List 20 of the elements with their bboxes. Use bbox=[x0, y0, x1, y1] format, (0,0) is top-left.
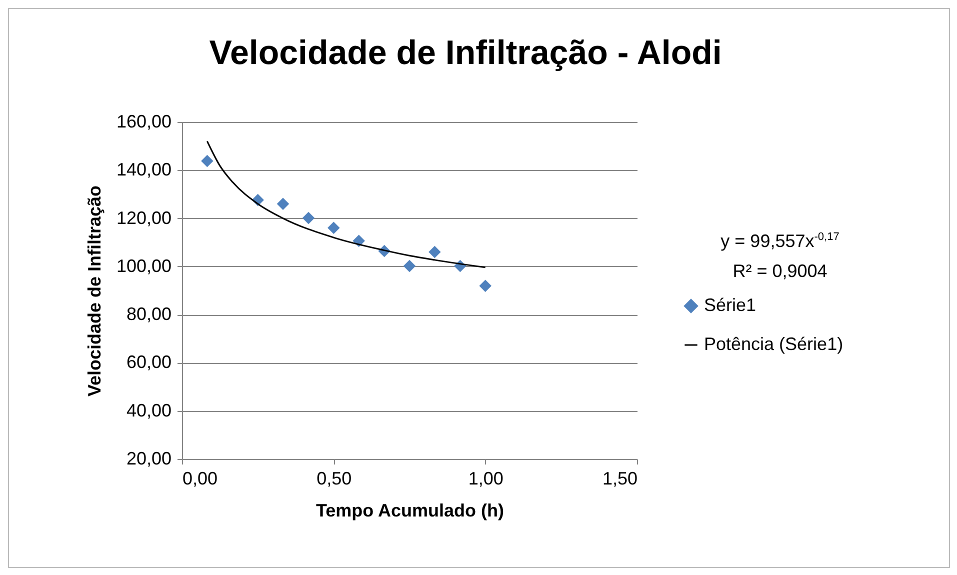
x-tick-label: 0,00 bbox=[182, 468, 218, 488]
y-tick-label: 140,00 bbox=[116, 160, 172, 180]
y-tick-label: 160,00 bbox=[116, 112, 172, 132]
y-tick-label: 120,00 bbox=[116, 208, 172, 228]
chart-title: Velocidade de Infiltração - Alodi bbox=[209, 34, 722, 72]
y-tick-label: 40,00 bbox=[126, 400, 172, 420]
y-axis-title: Velocidade de Infiltração bbox=[84, 185, 104, 397]
y-tick-label: 80,00 bbox=[126, 304, 172, 324]
x-axis-title: Tempo Acumulado (h) bbox=[316, 500, 504, 520]
text: R² = 0,9004 bbox=[732, 260, 828, 283]
y-tick-label: 20,00 bbox=[126, 448, 172, 468]
x-tick-label: 1,00 bbox=[468, 468, 504, 488]
line-series bbox=[206, 140, 486, 268]
y-tick-label: 60,00 bbox=[126, 352, 172, 372]
x-tick-label: 0,50 bbox=[316, 468, 352, 488]
x-tick-label: 1,50 bbox=[602, 468, 638, 488]
y-tick-label: 100,00 bbox=[116, 256, 172, 276]
legend-label: Série1 bbox=[704, 295, 756, 315]
text: y = 99,557x$^{-0,17}$ bbox=[720, 230, 840, 253]
legend-label: Potência (Série1) bbox=[704, 334, 844, 354]
